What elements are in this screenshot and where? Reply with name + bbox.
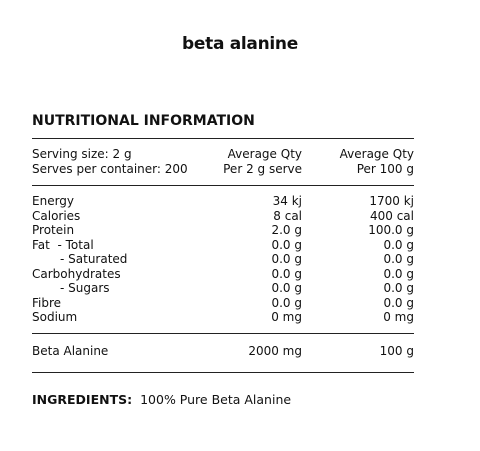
- cell: 2000 mg: [248, 344, 302, 358]
- cell: 0.0 g: [271, 252, 302, 266]
- cell: 100.0 g: [368, 223, 414, 237]
- cell: Serving size: 2 g: [32, 147, 132, 161]
- cell: 0.0 g: [271, 237, 302, 252]
- cell: Per 2 g serve: [223, 162, 302, 176]
- nutrient-row: Energy 34 kj 1700 kj: [32, 194, 414, 209]
- nutrient-row: - Sugars 0.0 g 0.0 g: [32, 281, 414, 296]
- cell: Protein: [32, 223, 75, 237]
- cell: Per 100 g: [356, 162, 414, 176]
- cell: - Sugars: [60, 281, 110, 295]
- cell: 0.0 g: [383, 266, 414, 281]
- cell: Average Qty: [227, 147, 302, 161]
- cell: 0.0 g: [383, 252, 414, 266]
- cell: Fat - Total: [32, 237, 94, 252]
- nutrient-row: Sodium 0 mg 0 mg: [32, 310, 414, 325]
- header-row: Serves per container: 200 Per 2 g serve …: [32, 162, 414, 177]
- cell: 0 mg: [383, 310, 414, 324]
- rule: [32, 372, 414, 373]
- nutrient-row: Calories 8 cal 400 cal: [32, 209, 414, 224]
- cell: 0.0 g: [383, 237, 414, 252]
- nutrient-row: Carbohydrates 0.0 g 0.0 g: [32, 267, 414, 282]
- cell: Fibre: [32, 295, 62, 310]
- cell: Sodium: [32, 310, 78, 324]
- header-row: Serving size: 2 g Average Qty Average Qt…: [32, 147, 414, 162]
- cell: 2.0 g: [271, 223, 302, 237]
- product-title: beta alanine: [182, 34, 298, 54]
- nutrient-row: Fat - Total 0.0 g 0.0 g: [32, 238, 414, 253]
- cell: 34 kj: [272, 194, 302, 208]
- cell: 0.0 g: [383, 281, 414, 295]
- nutrient-row: Fibre 0.0 g 0.0 g: [32, 296, 414, 311]
- cell: Carbohydrates: [32, 266, 121, 281]
- cell: 0.0 g: [271, 266, 302, 281]
- nutrient-row: - Saturated 0.0 g 0.0 g: [32, 252, 414, 267]
- cell: 8 cal: [273, 208, 302, 223]
- cell: Calories: [32, 208, 81, 223]
- cell: Beta Alanine: [32, 344, 109, 358]
- cell: 0.0 g: [271, 281, 302, 295]
- cell: Average Qty: [339, 147, 414, 161]
- cell: 0 mg: [271, 310, 302, 324]
- ingredients-label: INGREDIENTS:: [32, 392, 133, 407]
- rule: [32, 185, 414, 186]
- section-heading: NUTRITIONAL INFORMATION: [32, 113, 255, 129]
- ingredients-text: 100% Pure Beta Alanine: [140, 392, 292, 407]
- cell: 100 g: [379, 344, 414, 358]
- ingredients: INGREDIENTS: 100% Pure Beta Alanine: [32, 392, 291, 407]
- nutrient-row: Protein 2.0 g 100.0 g: [32, 223, 414, 238]
- cell: Serves per container: 200: [32, 162, 188, 176]
- cell: - Saturated: [60, 252, 128, 266]
- rule: [32, 333, 414, 334]
- rule: [32, 138, 414, 139]
- cell: 400 cal: [369, 208, 414, 223]
- active-row: Beta Alanine 2000 mg 100 g: [32, 344, 414, 359]
- cell: 0.0 g: [271, 295, 302, 310]
- cell: 0.0 g: [383, 295, 414, 310]
- cell: 1700 kj: [369, 194, 414, 208]
- cell: Energy: [32, 194, 75, 208]
